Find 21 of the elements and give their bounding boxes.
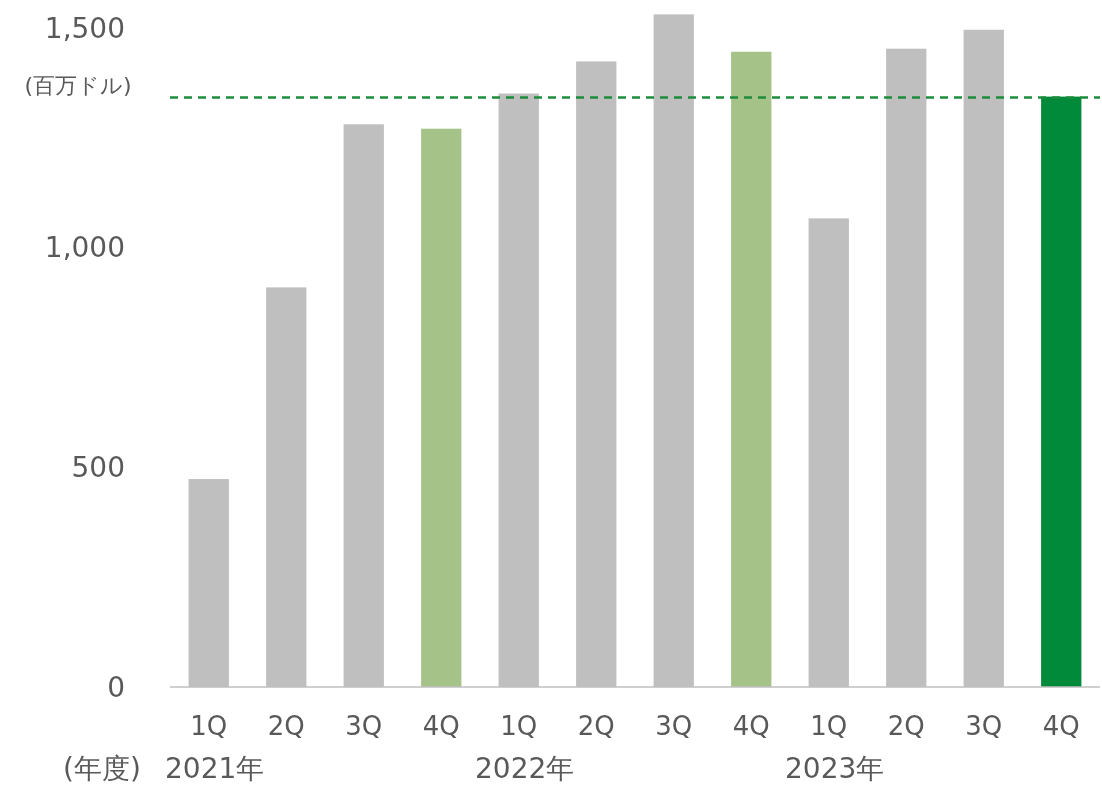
x-tick-label: 3Q (965, 711, 1003, 741)
y-tick-label: 500 (71, 451, 125, 485)
y-tick-label: 0 (107, 671, 125, 704)
text: (年度) (63, 752, 141, 785)
text: 2021年 (165, 752, 265, 785)
y-tick-label: 1,000 (44, 231, 125, 265)
x-tick-label: 1Q (190, 711, 228, 741)
x-tick-label: 4Q (422, 711, 460, 741)
y-axis-title: (百万ドル) (24, 73, 132, 98)
x-tick-label: 1Q (500, 711, 538, 741)
x-tick-label: 1Q (810, 711, 848, 741)
text: 2022年 (475, 752, 575, 785)
text: 2023年 (785, 752, 885, 785)
x-tick-label: 2Q (887, 711, 925, 741)
x-tick-label: 4Q (732, 711, 770, 741)
x-tick-label: 4Q (1042, 711, 1080, 741)
x-tick-label: 2Q (577, 711, 615, 741)
x-tick-label: 3Q (345, 711, 383, 741)
x-tick-label: 2Q (267, 711, 305, 741)
y-tick-label: 1,500 (44, 11, 125, 45)
x-tick-label: 3Q (655, 711, 693, 741)
